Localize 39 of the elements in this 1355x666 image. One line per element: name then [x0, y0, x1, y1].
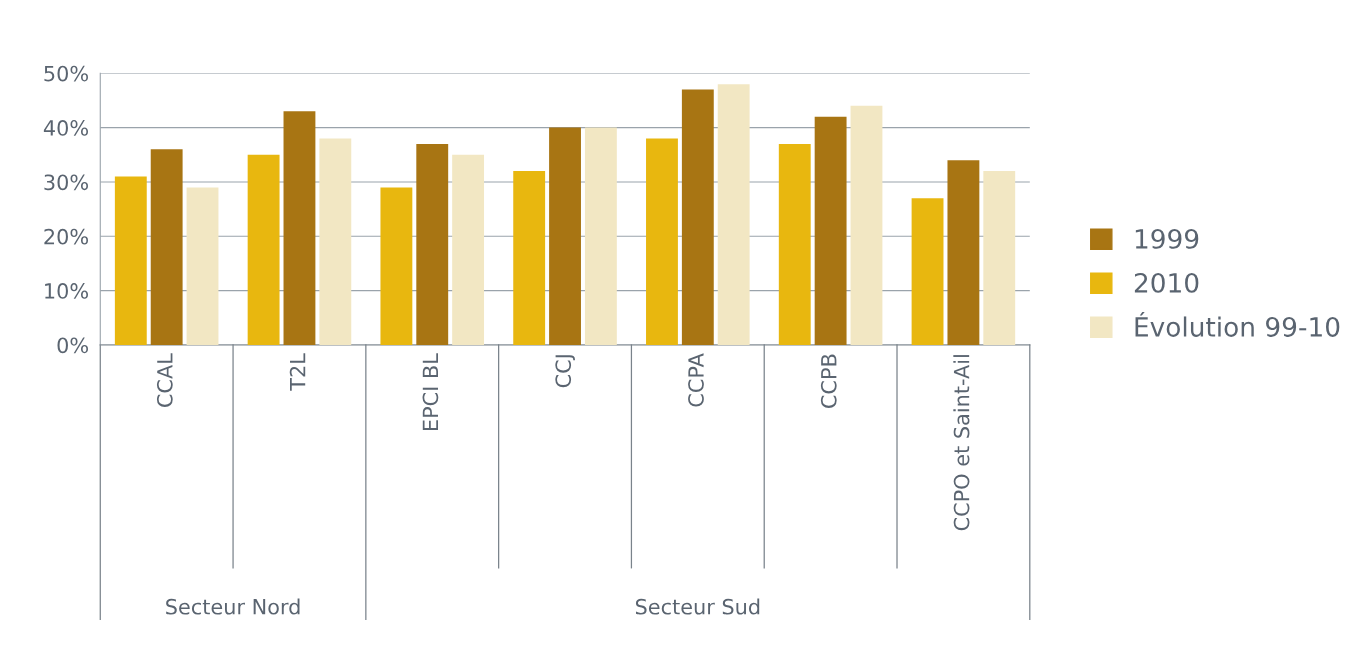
y-tick-label: 50%: [44, 65, 89, 82]
bar: [549, 127, 581, 345]
bar: [947, 160, 980, 345]
bar: [850, 105, 883, 345]
bar: [717, 84, 750, 345]
x-tick-label: CCJ: [555, 355, 575, 388]
bar: [150, 149, 183, 345]
y-tick-label: 10%: [45, 283, 89, 299]
bar: [681, 89, 714, 345]
x-tick-label: EPCI BL: [422, 353, 439, 431]
bar: [186, 187, 219, 345]
legend-label: 2010: [1134, 272, 1199, 293]
bar: [247, 154, 280, 345]
bar: [283, 111, 316, 345]
bar: [646, 138, 678, 345]
y-tick-label: 40%: [43, 120, 89, 136]
x-tick-label: T2L: [289, 353, 306, 391]
bar: [911, 198, 944, 345]
bar: [452, 154, 485, 345]
x-tick-label: CCPO et Saint-Ail: [953, 355, 970, 531]
bar: [114, 176, 147, 345]
legend-label: 1999: [1135, 228, 1199, 249]
bar: [319, 138, 352, 345]
y-tick-label: 30%: [44, 174, 89, 191]
legend-label: Évolution 99-10: [1135, 312, 1340, 337]
bar: [778, 143, 811, 345]
text: Secteur Nord: [166, 598, 300, 615]
bar: [814, 116, 847, 345]
x-tick-label: CCPA: [688, 353, 704, 407]
bar: [584, 127, 617, 345]
bar: [983, 171, 1016, 345]
bar: [513, 171, 546, 345]
y-tick-label: 20%: [44, 228, 89, 245]
x-tick-label: CCPB: [820, 354, 837, 408]
bar: [416, 143, 449, 345]
text: Secteur Sud: [635, 598, 760, 615]
bar: [380, 187, 413, 345]
y-tick-label: 0%: [57, 337, 89, 354]
x-tick-label: CCAL: [156, 353, 173, 407]
